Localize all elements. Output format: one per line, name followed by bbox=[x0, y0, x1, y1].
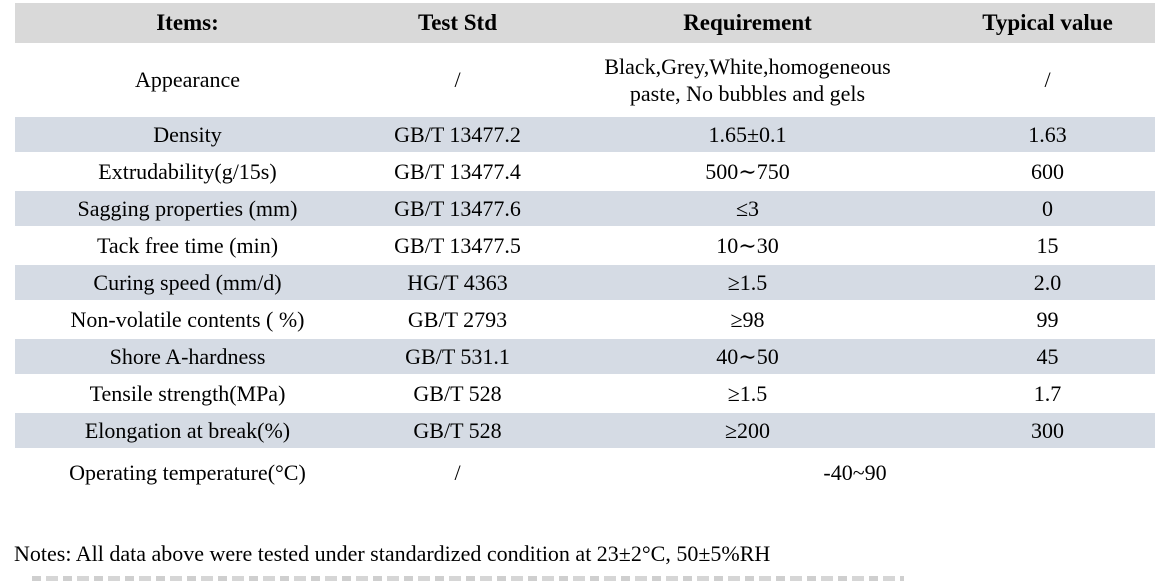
cell-item: Operating temperature(°C) bbox=[15, 449, 360, 498]
cell-item: Extrudability(g/15s) bbox=[15, 153, 360, 191]
cell-typical: 300 bbox=[940, 412, 1155, 450]
column-header-item: Items: bbox=[15, 3, 360, 45]
cell-requirement: ≥200 bbox=[555, 412, 940, 450]
cell-test-std: GB/T 13477.2 bbox=[360, 116, 555, 154]
cell-test-std: GB/T 13477.4 bbox=[360, 153, 555, 191]
clipped-text-remnant bbox=[32, 576, 904, 581]
column-header-typical: Typical value bbox=[940, 3, 1155, 45]
cell-item: Elongation at break(%) bbox=[15, 412, 360, 450]
cell-requirement: 40∼50 bbox=[555, 338, 940, 376]
table-row: Appearance / Black,Grey,White,homogeneous … bbox=[15, 44, 1155, 117]
cell-test-std: GB/T 2793 bbox=[360, 301, 555, 339]
table-row: Sagging properties (mm) GB/T 13477.6 ≤3 0 bbox=[15, 190, 1155, 228]
cell-typical: 1.7 bbox=[940, 375, 1155, 413]
column-header-test_std: Test Std bbox=[360, 3, 555, 45]
table-header-row: Items: Test Std Requirement Typical value bbox=[15, 3, 1155, 45]
table-row: Tack free time (min) GB/T 13477.5 10∼30 15 bbox=[15, 227, 1155, 265]
cell-test-std: HG/T 4363 bbox=[360, 264, 555, 302]
cell-typical: 15 bbox=[940, 227, 1155, 265]
cell-item: Tack free time (min) bbox=[15, 227, 360, 265]
cell-test-std: GB/T 13477.5 bbox=[360, 227, 555, 265]
spec-table: Items: Test Std Requirement Typical value A… bbox=[15, 3, 1155, 498]
cell-requirement: ≤3 bbox=[555, 190, 940, 228]
cell-requirement: ≥1.5 bbox=[555, 375, 940, 413]
cell-item: Tensile strength(MPa) bbox=[15, 375, 360, 413]
column-header-requirement: Requirement bbox=[555, 3, 940, 45]
cell-item: Shore A-hardness bbox=[15, 338, 360, 376]
cell-test-std: / bbox=[360, 44, 555, 117]
notes-text: Notes: All data above were tested under … bbox=[14, 541, 771, 566]
table-row: Operating temperature(°C) / -40~90 bbox=[15, 449, 1155, 498]
cell-item: Non-volatile contents ( %) bbox=[15, 301, 360, 339]
cell-test-std: GB/T 531.1 bbox=[360, 338, 555, 376]
cell-test-std: / bbox=[360, 449, 555, 498]
cell-requirement: 500∼750 bbox=[555, 153, 940, 191]
cell-typical: 99 bbox=[940, 301, 1155, 339]
cell-item: Curing speed (mm/d) bbox=[15, 264, 360, 302]
table-row: Tensile strength(MPa) GB/T 528 ≥1.5 1.7 bbox=[15, 375, 1155, 413]
cell-requirement: -40~90 bbox=[555, 449, 1155, 498]
cell-typical: 45 bbox=[940, 338, 1155, 376]
cell-item: Sagging properties (mm) bbox=[15, 190, 360, 228]
table-body: Appearance / Black,Grey,White,homogeneous … bbox=[15, 44, 1155, 498]
table-row: Curing speed (mm/d) HG/T 4363 ≥1.5 2.0 bbox=[15, 264, 1155, 302]
cell-requirement: ≥1.5 bbox=[555, 264, 940, 302]
cell-typical: 0 bbox=[940, 190, 1155, 228]
cell-item: Density bbox=[15, 116, 360, 154]
table-row: Elongation at break(%) GB/T 528 ≥200 300 bbox=[15, 412, 1155, 450]
table-row: Density GB/T 13477.2 1.65±0.1 1.63 bbox=[15, 116, 1155, 154]
table-row: Extrudability(g/15s) GB/T 13477.4 500∼750 6… bbox=[15, 153, 1155, 191]
cell-typical: 2.0 bbox=[940, 264, 1155, 302]
cell-typical: 1.63 bbox=[940, 116, 1155, 154]
cell-typical: / bbox=[940, 44, 1155, 117]
table-row: Non-volatile contents ( %) GB/T 2793 ≥98 99 bbox=[15, 301, 1155, 339]
cell-test-std: GB/T 13477.6 bbox=[360, 190, 555, 228]
cell-item: Appearance bbox=[15, 44, 360, 117]
cell-requirement: ≥98 bbox=[555, 301, 940, 339]
cell-requirement: Black,Grey,White,homogeneous paste, No b… bbox=[555, 44, 940, 117]
cell-test-std: GB/T 528 bbox=[360, 412, 555, 450]
cell-requirement: 1.65±0.1 bbox=[555, 116, 940, 154]
cell-requirement: 10∼30 bbox=[555, 227, 940, 265]
table-row: Shore A-hardness GB/T 531.1 40∼50 45 bbox=[15, 338, 1155, 376]
cell-test-std: GB/T 528 bbox=[360, 375, 555, 413]
cell-typical: 600 bbox=[940, 153, 1155, 191]
